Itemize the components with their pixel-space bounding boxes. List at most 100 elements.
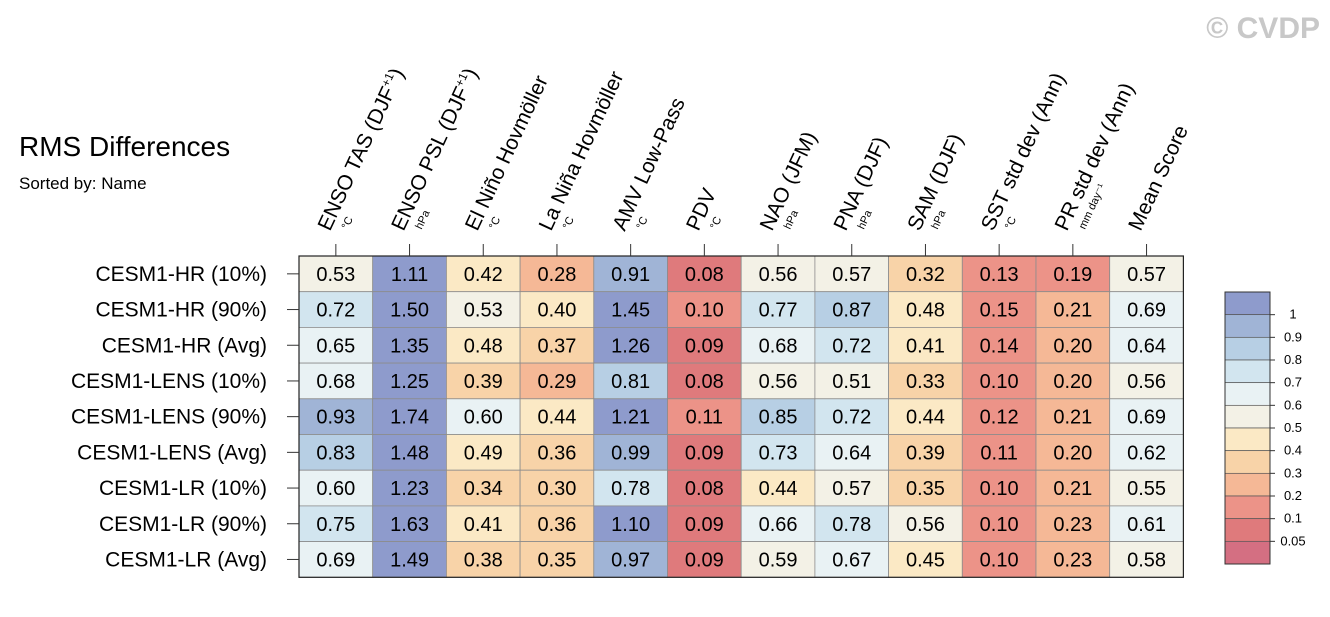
heatmap-cell — [814, 255, 890, 293]
colorbar-label: 0.7 — [1284, 375, 1302, 390]
cell-value-label: 0.39 — [906, 442, 945, 464]
cell-value-label: 1.74 — [390, 407, 429, 429]
cell-value-label: 0.20 — [1053, 335, 1092, 357]
heatmap-cell — [667, 362, 742, 400]
cell-value-label: 0.64 — [1127, 335, 1166, 357]
heatmap-cell — [445, 326, 521, 364]
heatmap-cell — [814, 434, 890, 471]
heatmap-cell — [298, 541, 374, 578]
heatmap-cell — [740, 541, 816, 578]
row-label: CESM1-LENS (10%) — [71, 370, 267, 393]
cell-value-label: 0.40 — [537, 300, 576, 322]
colorbar-label: 0.1 — [1284, 511, 1302, 526]
cell-value-label: 1.45 — [611, 300, 650, 322]
cell-value-label: 0.68 — [316, 371, 355, 393]
heatmap-cell — [667, 434, 742, 471]
cell-value-label: 0.08 — [685, 371, 724, 393]
cell-value-label: 0.19 — [1053, 264, 1092, 286]
watermark: © CVDP — [1206, 12, 1320, 45]
heatmap-cells — [298, 255, 1185, 578]
cell-value-label: 0.14 — [980, 335, 1019, 357]
heatmap-cell — [593, 291, 668, 328]
cell-value-label: 0.57 — [832, 264, 871, 286]
cell-value-label: 0.36 — [537, 514, 576, 536]
cell-value-label: 0.64 — [832, 442, 871, 464]
heatmap-cell — [298, 434, 374, 471]
cell-value-label: 0.44 — [906, 407, 945, 429]
colorbar-label: 0.2 — [1284, 488, 1302, 503]
cell-value-label: 0.09 — [685, 549, 724, 571]
cell-value-label: 0.10 — [980, 371, 1019, 393]
cell-value-label: 0.20 — [1053, 442, 1092, 464]
heatmap-cell — [740, 326, 816, 364]
cell-value-label: 0.51 — [832, 371, 871, 393]
heatmap-cell — [298, 469, 374, 507]
cell-value-label: 0.11 — [980, 442, 1017, 464]
heatmap-cell — [740, 291, 816, 328]
row-label: CESM1-LR (90%) — [99, 513, 267, 536]
cell-value-label: 0.59 — [759, 549, 798, 571]
cell-value-label: 0.97 — [611, 549, 650, 571]
colorbar-label: 0.5 — [1284, 420, 1302, 435]
colorbar-swatch — [1224, 472, 1271, 497]
heatmap-cell — [372, 541, 447, 578]
colorbar-label: 1 — [1289, 307, 1296, 322]
heatmap-cell — [814, 398, 890, 435]
cell-value-label: 0.36 — [537, 442, 576, 464]
colorbar: 1 0.9 0.8 0.7 0.6 0.5 0.4 0.3 0.2 0.1 0.05 — [1224, 291, 1306, 565]
colorbar-label: 0.6 — [1284, 397, 1302, 412]
cell-value-label: 0.91 — [611, 264, 650, 286]
heatmap-cell — [298, 255, 374, 293]
column-unit-label: °C — [708, 215, 724, 231]
cell-value-label: 0.99 — [611, 442, 650, 464]
column-unit-label: °C — [561, 215, 577, 231]
column-unit-label: °C — [487, 215, 503, 231]
heatmap-cell — [1109, 505, 1184, 542]
heatmap-cell — [1109, 469, 1184, 507]
heatmap-cell — [593, 505, 668, 542]
cell-value-label: 1.63 — [390, 514, 429, 536]
chart-subtitle: Sorted by: Name — [19, 174, 147, 193]
heatmap-cell — [961, 434, 1037, 471]
cell-value-label: 0.44 — [759, 478, 798, 500]
heatmap-cell — [667, 398, 742, 435]
cell-value-label: 0.60 — [316, 478, 355, 500]
heatmap-cell — [445, 362, 521, 400]
heatmap-cell — [1035, 398, 1111, 435]
heatmap-cell — [519, 362, 595, 400]
cell-value-label: 1.26 — [611, 335, 650, 357]
cell-value-label: 0.39 — [464, 371, 503, 393]
cell-value-label: 0.08 — [685, 478, 724, 500]
heatmap-cell — [667, 291, 742, 328]
colorbar-swatch — [1224, 359, 1271, 384]
heatmap-cell — [1035, 505, 1111, 542]
heatmap-cell — [445, 505, 521, 542]
cell-value-label: 0.68 — [759, 335, 798, 357]
row-label: CESM1-LR (10%) — [99, 477, 267, 500]
cell-value-label: 0.77 — [759, 300, 798, 322]
cell-value-label: 1.11 — [391, 264, 428, 286]
heatmap-cell — [519, 326, 595, 364]
cell-value-label: 0.48 — [464, 335, 503, 357]
heatmap-cell — [667, 469, 742, 507]
colorbar-label: 0.9 — [1284, 329, 1302, 344]
heatmap-cell — [372, 255, 447, 293]
cell-value-label: 0.66 — [759, 514, 798, 536]
cell-value-label: 0.85 — [759, 407, 798, 429]
row-label: CESM1-LENS (90%) — [71, 406, 267, 429]
cell-value-label: 0.72 — [832, 407, 871, 429]
heatmap-cell — [814, 541, 890, 578]
chart-title: RMS Differences — [19, 131, 230, 162]
cell-value-label: 0.56 — [759, 371, 798, 393]
cell-value-label: 0.53 — [464, 300, 503, 322]
cell-value-label: 0.10 — [980, 549, 1019, 571]
cell-value-label: 1.23 — [390, 478, 429, 500]
heatmap-cell — [298, 326, 374, 364]
colorbar-label: 0.05 — [1280, 533, 1305, 548]
cell-value-label: 0.67 — [832, 549, 871, 571]
cell-value-label: 0.35 — [537, 549, 576, 571]
heatmap-cell — [961, 255, 1037, 293]
colorbar-label: 0.3 — [1284, 465, 1302, 480]
heatmap-cell — [888, 541, 963, 578]
